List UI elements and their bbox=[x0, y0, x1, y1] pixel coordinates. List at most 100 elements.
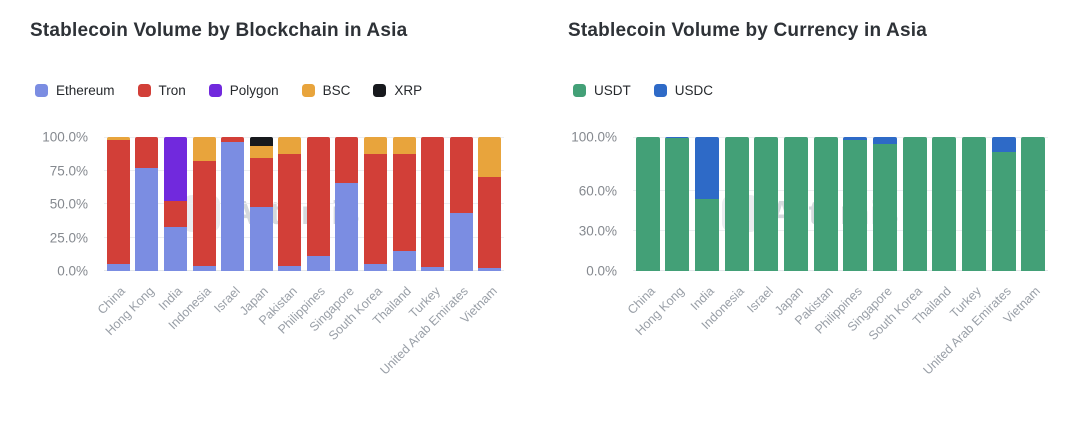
bar-segment-bsc bbox=[249, 146, 273, 159]
bar-segment-bsc bbox=[363, 137, 387, 155]
legend-swatch-icon bbox=[301, 84, 315, 97]
y-tick-label: 0.0% bbox=[57, 263, 88, 279]
bar-israel bbox=[754, 137, 779, 271]
gridline bbox=[104, 137, 504, 138]
gridline bbox=[104, 203, 504, 204]
bar-segment-tron bbox=[363, 154, 387, 265]
y-tick-label: 50.0% bbox=[49, 196, 88, 212]
legend-label: Tron bbox=[158, 83, 186, 98]
bar-china bbox=[106, 137, 130, 271]
bar-segment-usdt bbox=[932, 137, 957, 271]
bar-india bbox=[163, 137, 187, 271]
bar-segment-tron bbox=[278, 154, 302, 266]
y-tick-label: 100.0% bbox=[571, 129, 617, 145]
y-axis: 100.0% 60.0% 30.0% 0.0% bbox=[568, 130, 625, 279]
legend-swatch-icon bbox=[137, 84, 151, 97]
bar-japan bbox=[784, 137, 809, 271]
bar-segment-usdc bbox=[665, 137, 690, 139]
bar-segment-tron bbox=[249, 158, 273, 207]
bar-segment-bsc bbox=[478, 137, 502, 178]
bar-philippines bbox=[843, 137, 868, 271]
y-tick-label: 100.0% bbox=[42, 129, 88, 145]
gridline bbox=[633, 230, 1048, 231]
bar-segment-xrp bbox=[249, 137, 273, 147]
y-tick-label: 30.0% bbox=[578, 223, 617, 239]
bar-segment-tron bbox=[478, 177, 502, 269]
bar-israel bbox=[221, 137, 245, 271]
bar-segment-ethereum bbox=[192, 265, 216, 271]
legend-label: Ethereum bbox=[56, 83, 115, 98]
bar-vietnam bbox=[1021, 137, 1046, 271]
bar-china bbox=[635, 137, 660, 271]
y-tick-label: 60.0% bbox=[578, 183, 617, 199]
bar-segment-ethereum bbox=[278, 265, 302, 271]
bar-segment-bsc bbox=[278, 137, 302, 155]
y-tick-label: 0.0% bbox=[586, 263, 617, 279]
bar-segment-usdc bbox=[872, 137, 897, 144]
bar-segment-ethereum bbox=[135, 167, 159, 271]
bar-segment-tron bbox=[106, 139, 130, 265]
bar-segment-usdt bbox=[902, 137, 927, 271]
legend-label: XRP bbox=[394, 83, 423, 98]
y-tick-label: 75.0% bbox=[49, 163, 88, 178]
bar-hong-kong bbox=[665, 137, 690, 271]
bar-singapore bbox=[335, 137, 359, 271]
bar-segment-usdt bbox=[961, 137, 986, 271]
bar-segment-usdc bbox=[843, 137, 868, 140]
bar-segment-usdt bbox=[843, 139, 868, 271]
bar-segment-tron bbox=[392, 154, 416, 251]
bar-segment-usdt bbox=[695, 198, 720, 271]
bar-segment-ethereum bbox=[221, 142, 245, 271]
bar-philippines bbox=[306, 137, 330, 271]
legend-label: USDT bbox=[594, 83, 631, 98]
legend-swatch-icon bbox=[208, 84, 222, 97]
bar-singapore bbox=[872, 137, 897, 271]
bar-segment-ethereum bbox=[392, 250, 416, 271]
bar-segment-ethereum bbox=[163, 226, 187, 271]
bar-japan bbox=[249, 137, 273, 271]
bar-segment-bsc bbox=[392, 137, 416, 155]
bar-segment-ethereum bbox=[306, 256, 330, 271]
bar-india bbox=[695, 137, 720, 271]
bar-segment-ethereum bbox=[363, 264, 387, 271]
chart-title: Stablecoin Volume by Blockchain in Asia bbox=[30, 20, 408, 41]
bar-segment-tron bbox=[221, 137, 245, 143]
bar-segment-ethereum bbox=[449, 213, 473, 271]
legend-item-usdc[interactable]: USDC bbox=[653, 83, 714, 98]
legend-item-polygon[interactable]: Polygon bbox=[208, 83, 279, 98]
bar-pakistan bbox=[813, 137, 838, 271]
bar-united-arab-emirates bbox=[991, 137, 1016, 271]
chart-legend: Ethereum Tron Polygon BSC XRP bbox=[35, 83, 422, 98]
bar-segment-tron bbox=[163, 201, 187, 227]
bar-south-korea bbox=[363, 137, 387, 271]
bar-segment-usdt bbox=[813, 137, 838, 271]
legend-item-xrp[interactable]: XRP bbox=[373, 83, 422, 98]
legend-item-bsc[interactable]: BSC bbox=[301, 83, 350, 98]
gridline bbox=[633, 270, 1048, 271]
legend-item-ethereum[interactable]: Ethereum bbox=[35, 83, 115, 98]
gridline bbox=[104, 170, 504, 171]
bar-segment-tron bbox=[335, 137, 359, 183]
bar-segment-usdt bbox=[665, 138, 690, 271]
bar-segment-usdt bbox=[872, 143, 897, 271]
bar-thailand bbox=[392, 137, 416, 271]
currency-chart: Stablecoin Volume by Currency in Asia US… bbox=[568, 0, 1068, 421]
legend-item-tron[interactable]: Tron bbox=[137, 83, 186, 98]
bar-segment-bsc bbox=[192, 137, 216, 162]
bar-segment-tron bbox=[192, 161, 216, 266]
y-tick-label: 25.0% bbox=[49, 230, 88, 245]
legend-item-usdt[interactable]: USDT bbox=[573, 83, 631, 98]
legend-swatch-icon bbox=[373, 84, 387, 97]
bar-segment-usdt bbox=[991, 151, 1016, 271]
bar-segment-bsc bbox=[106, 137, 130, 140]
bar-segment-ethereum bbox=[478, 268, 502, 271]
bar-thailand bbox=[932, 137, 957, 271]
legend-swatch-icon bbox=[573, 84, 586, 97]
legend-label: USDC bbox=[674, 83, 714, 98]
bar-south-korea bbox=[902, 137, 927, 271]
bar-segment-polygon bbox=[163, 137, 187, 202]
legend-swatch-icon bbox=[653, 84, 667, 97]
legend-label: Polygon bbox=[229, 83, 279, 98]
